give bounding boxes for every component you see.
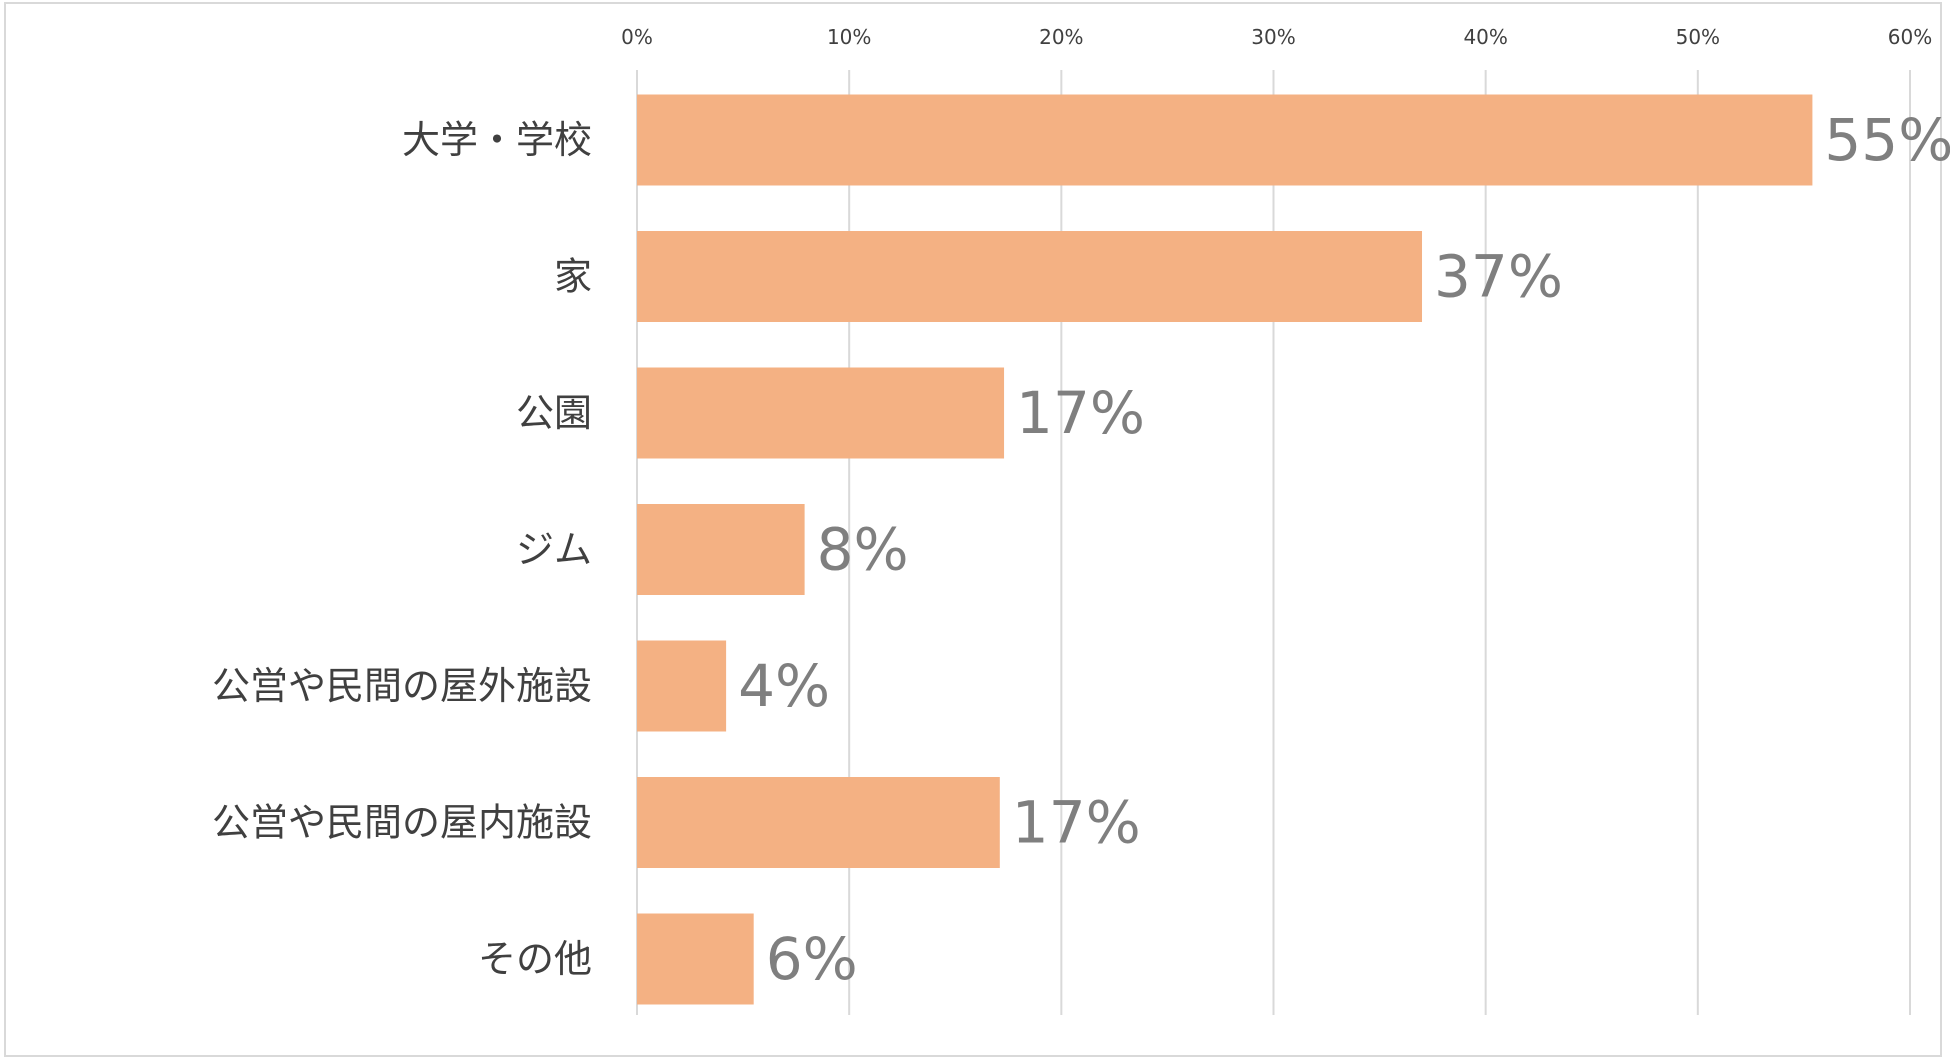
category-label: 公園 [516, 391, 592, 435]
x-tick-label: 20% [1039, 25, 1083, 49]
category-label: 大学・学校 [402, 118, 592, 162]
category-label: 公営や民間の屋外施設 [212, 664, 592, 708]
data-label: 4% [738, 652, 830, 720]
x-tick-label: 60% [1888, 25, 1932, 49]
data-label: 17% [1012, 789, 1141, 857]
data-label: 8% [817, 516, 909, 584]
bar [637, 640, 727, 732]
bar [637, 913, 754, 1005]
x-tick-label: 50% [1676, 25, 1720, 49]
category-label: ジム [516, 528, 592, 572]
x-axis-ticks: 0% 10% 20% 30% 40% 50% 60% [621, 25, 1932, 49]
data-label: 17% [1016, 379, 1145, 447]
x-tick-label: 30% [1251, 25, 1295, 49]
bar [637, 777, 1000, 868]
category-label: 家 [554, 255, 592, 299]
bar [637, 94, 1813, 186]
bar [637, 367, 1005, 459]
data-label: 55% [1824, 106, 1950, 174]
bar [637, 231, 1423, 322]
bar [637, 504, 805, 595]
category-label: 公営や民間の屋内施設 [212, 801, 592, 845]
x-tick-label: 40% [1463, 25, 1507, 49]
data-labels: 55% 37% 17% 8% 4% 17% 6% [738, 106, 1950, 993]
x-tick-label: 0% [621, 25, 653, 49]
x-tick-label: 10% [827, 25, 871, 49]
data-label: 6% [766, 925, 858, 993]
bars [637, 94, 1813, 1005]
data-label: 37% [1434, 243, 1563, 311]
category-label: その他 [478, 937, 592, 981]
